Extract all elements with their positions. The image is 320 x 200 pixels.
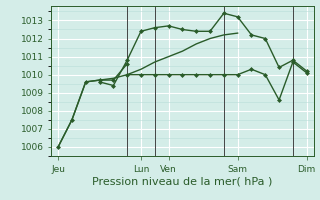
X-axis label: Pression niveau de la mer( hPa ): Pression niveau de la mer( hPa ) xyxy=(92,177,273,187)
